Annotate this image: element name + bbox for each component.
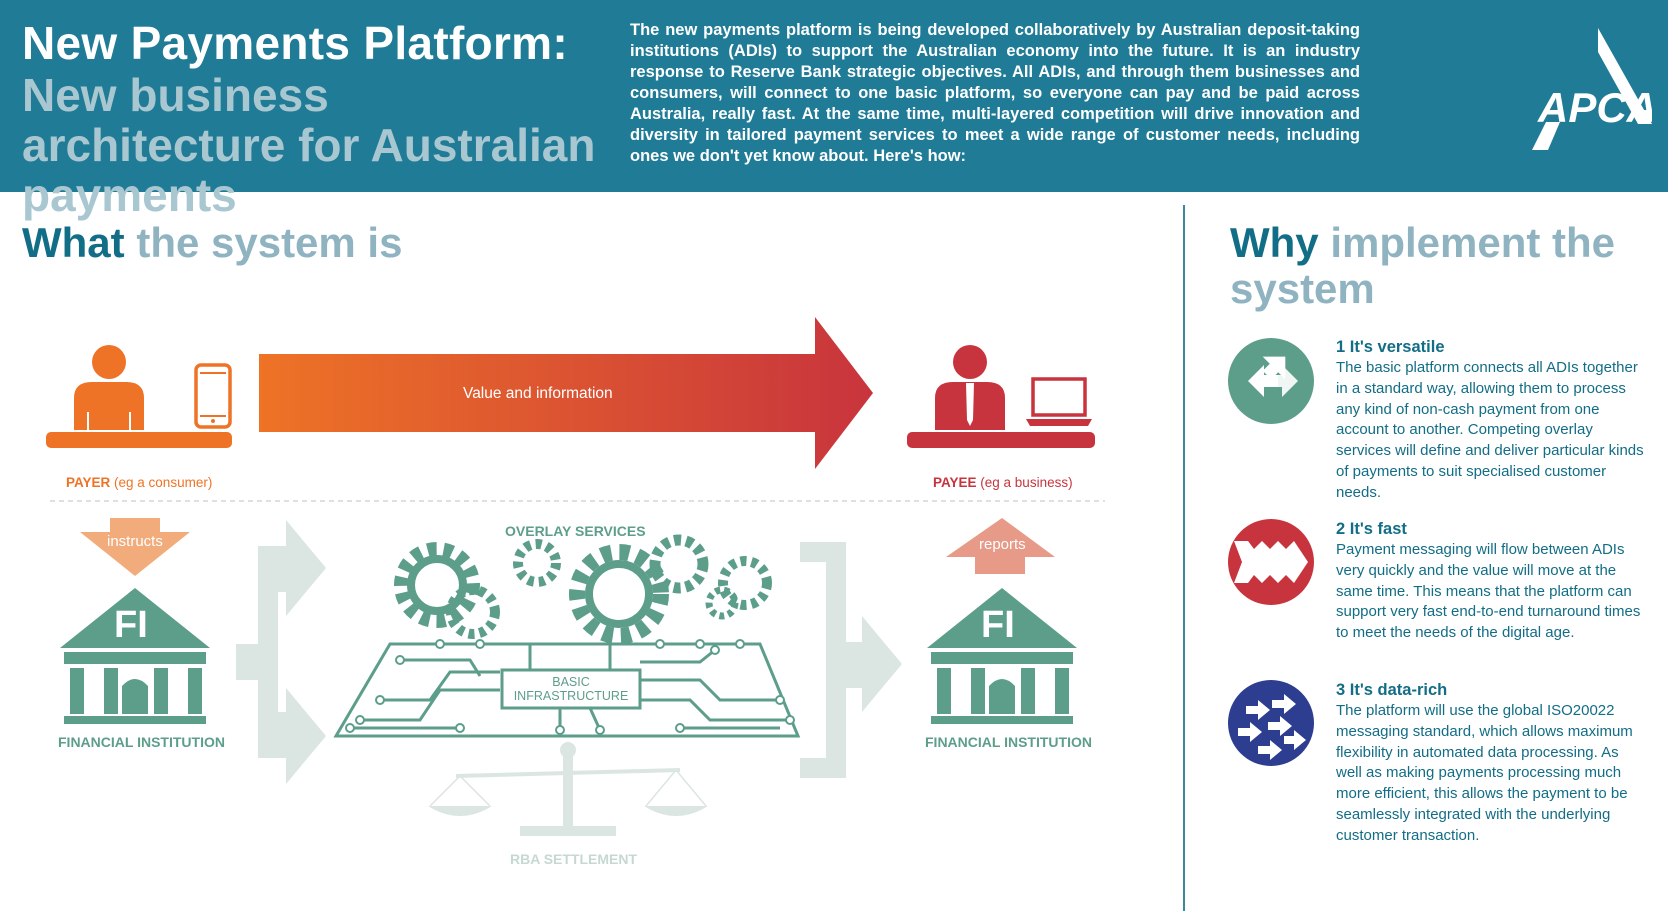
instructs-label: instructs: [107, 533, 163, 550]
fi-left-label: FINANCIAL INSTITUTION: [58, 734, 225, 750]
payee-person-icon: [907, 345, 1095, 448]
what-section-title: What the system is: [22, 220, 402, 266]
payee-label: PAYEE (eg a business): [933, 475, 1073, 490]
overlay-services-label: OVERLAY SERVICES: [505, 523, 646, 539]
why-item-heading: 1 It's versatile: [1336, 338, 1445, 356]
fi-right-label: FINANCIAL INSTITUTION: [925, 734, 1092, 750]
circuit-board-icon: [333, 642, 801, 738]
header-banner: New Payments Platform: New business arch…: [0, 0, 1668, 220]
why-item-body: Payment messaging will flow between ADIs…: [1336, 541, 1641, 642]
why-item-versatile: 1 It's versatile The basic platform conn…: [1336, 337, 1646, 504]
payer-person-icon: [46, 345, 232, 448]
rba-settlement-label: RBA SETTLEMENT: [510, 851, 638, 867]
logo-text: APCA: [1537, 84, 1652, 131]
data-rich-arrows-icon: [1228, 680, 1314, 766]
payer-label: PAYER (eg a consumer): [66, 475, 212, 490]
reports-label: reports: [979, 536, 1026, 553]
reports-arrow: [946, 518, 1055, 574]
instructs-arrow: [80, 518, 190, 576]
right-connector-arrow: [800, 542, 902, 778]
why-item-body: The basic platform connects all ADIs tog…: [1336, 359, 1644, 501]
why-item-body: The platform will use the global ISO2002…: [1336, 702, 1633, 844]
what-title-dark: What: [22, 219, 125, 266]
intro-paragraph: The new payments platform is being devel…: [630, 21, 1360, 165]
left-connector-arrows: [236, 520, 326, 784]
fi-right-text: FI: [981, 604, 1015, 646]
what-title-light: the system is: [136, 219, 403, 266]
value-arrow-label: Value and information: [463, 385, 613, 402]
payee-label-rest: (eg a business): [976, 475, 1073, 490]
payee-label-bold: PAYEE: [933, 475, 977, 490]
value-arrow: [259, 317, 873, 469]
payer-label-bold: PAYER: [66, 475, 111, 490]
page-title: New Payments Platform:: [22, 17, 568, 69]
settlement-scales-icon: [428, 742, 708, 836]
why-item-fast: 2 It's fast Payment messaging will flow …: [1336, 519, 1646, 644]
fast-chevrons-icon: [1228, 519, 1314, 605]
section-divider: [1183, 205, 1185, 911]
why-title-light: implement the system: [1230, 219, 1616, 312]
apca-logo: APCA: [1532, 28, 1652, 150]
fi-left-text: FI: [114, 604, 148, 646]
fi-building-right: [927, 588, 1077, 724]
basic-infrastructure-label: BASIC INFRASTRUCTURE: [513, 675, 629, 703]
mobile-phone-icon: [194, 363, 232, 429]
laptop-icon: [1026, 377, 1092, 426]
fi-building-left: [60, 588, 210, 724]
why-section-title: Why implement the system: [1230, 220, 1650, 312]
page-subtitle: New business architecture for Australian…: [22, 69, 596, 221]
versatile-arrows-icon: [1228, 338, 1314, 424]
why-title-dark: Why: [1230, 219, 1319, 266]
why-item-heading: 3 It's data-rich: [1336, 681, 1448, 699]
payer-label-rest: (eg a consumer): [110, 475, 213, 490]
why-item-data-rich: 3 It's data-rich The platform will use t…: [1336, 680, 1646, 847]
circuit-nodes: [345, 639, 795, 735]
why-item-heading: 2 It's fast: [1336, 520, 1407, 538]
overlay-gears-icon: [394, 534, 772, 644]
